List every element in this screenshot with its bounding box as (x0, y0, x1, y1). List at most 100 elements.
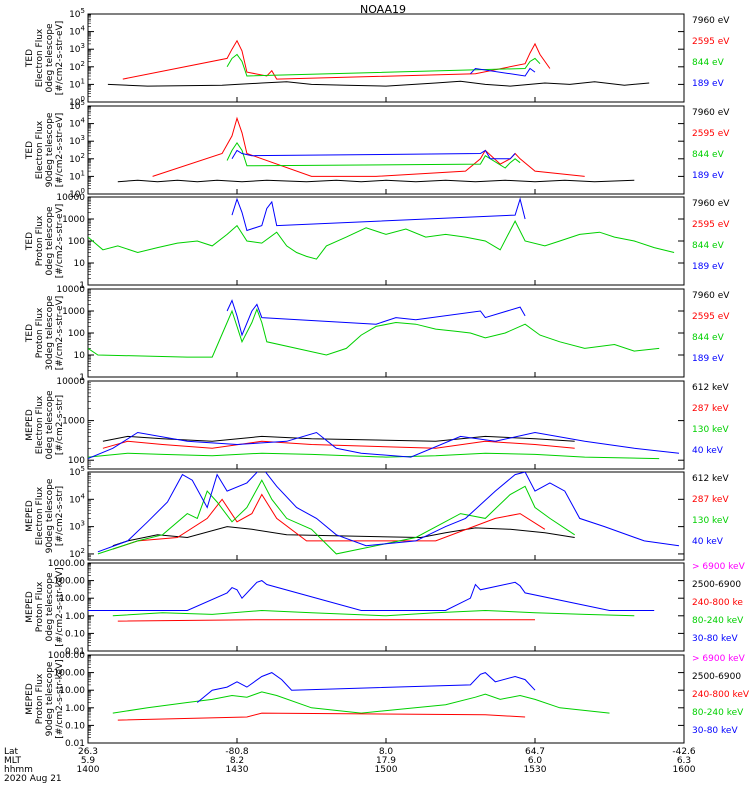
y-axis-label-line: TED (25, 141, 35, 160)
legend-entry: 2500-6900 (692, 672, 741, 682)
x-column-value: 8.0 (379, 747, 394, 757)
x-column-value: 1400 (77, 765, 100, 775)
y-tick-label: 1000 (62, 417, 85, 427)
legend-entry: 2500-6900 (692, 580, 741, 590)
y-axis-label-line: 0deg telescope (45, 572, 55, 642)
y-tick-label: 100.00 (54, 669, 86, 679)
legend-entry: 2595 eV (692, 129, 730, 139)
y-axis-label-line: 90deg telescope (45, 478, 55, 553)
series-130-kev (88, 452, 660, 460)
y-axis-label: MEPEDProton Flux90deg telescope[#/cm2-s-… (25, 659, 65, 738)
series-group (97, 472, 680, 555)
y-axis-label-line: MEPED (25, 683, 35, 715)
legend-entry: 80-240 keV (692, 708, 744, 718)
series-2595-ev (152, 116, 585, 177)
y-axis-label-line: TED (25, 49, 35, 68)
series-240-800-kev (117, 712, 526, 721)
series-80-240-kev (112, 609, 635, 617)
y-tick-label: 100 (68, 329, 85, 339)
x-column-value: 1500 (375, 765, 398, 775)
y-axis-label-line: Proton Flux (35, 307, 45, 358)
legend-entry: 40 keV (692, 446, 724, 456)
y-tick-label: 1000 (62, 307, 85, 317)
series-844-ev (88, 307, 660, 358)
y-tick-label: 0.01 (65, 739, 85, 749)
series-189-ev (470, 67, 536, 77)
x-column-value: 8.2 (230, 756, 244, 766)
panel-meped-electron-90: 102 103 104 105 MEPEDElectron Flux90deg tele… (25, 465, 729, 561)
legend-entry: 844 eV (692, 150, 725, 160)
y-tick-label: 104 (69, 25, 85, 38)
y-axis-label: MEPEDProton Flux0deg telescope[#/cm2-s-s… (25, 567, 65, 646)
x-column-value: 17.9 (376, 756, 396, 766)
legend-entry: 844 eV (692, 58, 725, 68)
legend-entry: 80-240 keV (692, 616, 744, 626)
y-axis-label-line: TED (25, 232, 35, 251)
y-tick-label: 1000.00 (48, 559, 85, 569)
y-axis-label-line: [#/cm2-s-str] (55, 395, 65, 455)
y-tick-label: 10000 (56, 193, 85, 203)
legend-entry: 844 eV (692, 333, 725, 343)
y-tick-label: 10.00 (59, 594, 85, 604)
y-axis-label: TEDElectron Flux0deg telescope[#/cm2-s-s… (25, 21, 65, 96)
panel-meped-proton-90: 0.010.101.0010.00100.001000.00MEPEDProto… (25, 651, 750, 749)
series-844-ev (226, 53, 541, 77)
legend-entry: 240-800 ke (692, 598, 743, 608)
y-tick-label: 1.00 (65, 612, 85, 622)
series-40-kev (97, 472, 680, 553)
y-tick-label: 105 (69, 7, 85, 20)
series-group (112, 672, 610, 721)
y-axis-label-line: TED (25, 324, 35, 343)
y-axis-label-line: Electron Flux (35, 395, 45, 454)
y-axis-label-line: [#/cm2-s-str] (55, 486, 65, 546)
y-tick-label: 10 (74, 351, 86, 361)
series-40-kev (88, 431, 680, 460)
x-row-label: MLT (4, 756, 22, 766)
y-axis-label-line: [#/cm2-s-str-eV] (55, 113, 65, 188)
y-axis-label-line: 90deg telescope (45, 661, 55, 736)
y-axis-label-line: [#/cm2-s-str-keV] (55, 567, 65, 646)
legend-entry: 2595 eV (692, 312, 730, 322)
y-tick-label: 1 (79, 373, 85, 383)
panel-meped-electron-0: 100 1000 10000 MEPEDElectron Flux0deg teles… (25, 377, 729, 470)
y-axis-label-line: [#/cm2-s-str-eV] (55, 21, 65, 96)
y-axis-label-line: 30deg telescope (45, 295, 55, 370)
y-axis-label-line: MEPED (25, 409, 35, 441)
y-axis-label-line: MEPED (25, 500, 35, 532)
series-287-kev (102, 440, 575, 449)
legend-entry: 240-800 keV (692, 690, 750, 700)
y-axis-label-line: 0deg telescope (45, 23, 55, 93)
series-group (88, 299, 660, 358)
series-2595-ev (122, 39, 551, 80)
y-axis-label: MEPEDElectron Flux90deg telescope[#/cm2-… (25, 478, 65, 553)
legend-entry: 2595 eV (692, 220, 730, 230)
panel-frame (87, 380, 685, 470)
series-30-80-kev (196, 672, 536, 703)
x-column-value: 1430 (226, 765, 249, 775)
legend-entry: > 6900 keV (692, 562, 746, 572)
x-column-value: 1600 (673, 765, 696, 775)
x-column-value: -80.8 (225, 747, 249, 757)
series-80-240-kev (112, 691, 610, 714)
y-tick-label: 10000 (56, 377, 85, 387)
y-tick-label: 104 (69, 492, 85, 505)
y-tick-label: 100 (68, 237, 85, 247)
y-tick-label: 0.10 (65, 721, 85, 731)
y-axis-label-line: MEPED (25, 591, 35, 623)
panel-frame (87, 654, 685, 744)
y-tick-label: 100 (68, 456, 85, 466)
y-tick-label: 0.10 (65, 629, 85, 639)
legend-entry: 189 eV (692, 171, 725, 181)
legend-entry: 287 keV (692, 404, 729, 414)
legend-entry: 7960 eV (692, 291, 730, 301)
series-group (88, 580, 655, 622)
series-130-kev (97, 479, 575, 555)
series-group (117, 116, 635, 183)
panel-frame (87, 471, 685, 561)
series-189-ev (231, 197, 526, 232)
y-tick-label: 10 (74, 259, 86, 269)
y-tick-label: 101 (69, 169, 85, 182)
x-column-value: 5.9 (81, 756, 96, 766)
